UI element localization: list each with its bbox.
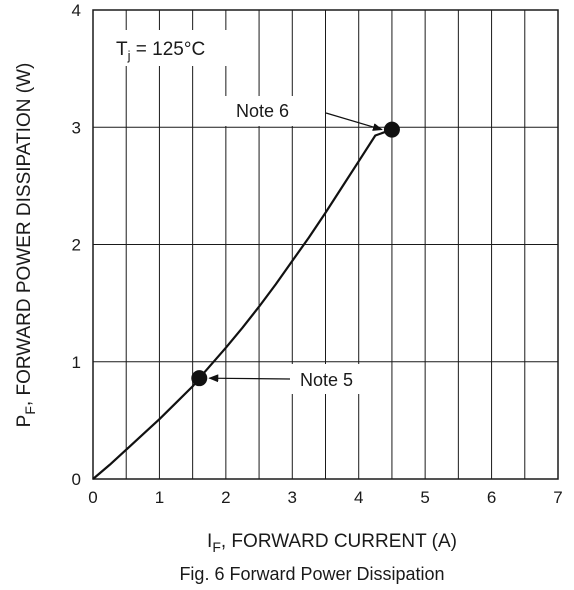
grid	[93, 10, 558, 479]
x-tick-label: 4	[354, 488, 363, 507]
y-tick-label: 1	[72, 353, 81, 372]
note-6-arrow	[325, 112, 383, 131]
tick-labels: 0 1 2 3 4 5 6 7 0 1 2 3 4	[72, 1, 563, 507]
note-5-arrow	[208, 374, 291, 383]
junction-temperature-label: Tj = 125°C	[116, 39, 205, 63]
data-point-marker	[191, 370, 208, 387]
condition-label-background	[108, 30, 236, 66]
x-tick-label: 7	[553, 488, 562, 507]
y-tick-label: 0	[72, 470, 81, 489]
x-tick-label: 1	[155, 488, 164, 507]
x-tick-label: 2	[221, 488, 230, 507]
notes: Note 5 Note 6	[191, 101, 400, 390]
data-point-marker	[383, 121, 400, 138]
x-tick-label: 6	[487, 488, 496, 507]
x-tick-label: 3	[288, 488, 297, 507]
y-axis-title: PF, FORWARD POWER DISSIPATION (W)	[14, 63, 38, 428]
note-5-label: Note 5	[300, 370, 353, 390]
x-tick-label: 5	[420, 488, 429, 507]
note-5-background	[290, 364, 386, 394]
x-tick-label: 0	[88, 488, 97, 507]
note-6-label: Note 6	[236, 101, 289, 121]
y-tick-label: 3	[72, 118, 81, 137]
figure-caption: Fig. 6 Forward Power Dissipation	[179, 564, 444, 584]
x-axis-title: IF, FORWARD CURRENT (A)	[207, 531, 457, 555]
curve-layer	[92, 128, 393, 480]
y-tick-label: 4	[72, 1, 81, 20]
y-tick-label: 2	[72, 236, 81, 255]
note-6-background	[222, 96, 318, 126]
plot-frame	[92, 9, 559, 480]
power-curve-line	[92, 128, 393, 480]
